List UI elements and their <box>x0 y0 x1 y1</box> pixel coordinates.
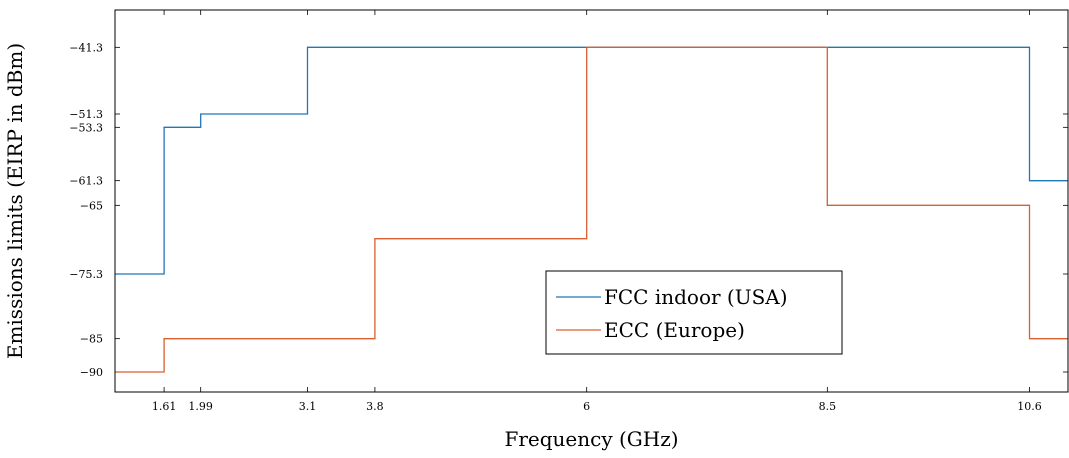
legend-box <box>545 270 843 355</box>
x-tick-label: 10.6 <box>1017 400 1042 413</box>
y-tick-label: −51.3 <box>69 108 103 121</box>
y-tick-label: −90 <box>80 366 103 379</box>
x-tick-label: 8.5 <box>819 400 837 413</box>
series-lines <box>115 46 1068 373</box>
y-tick-label: −53.3 <box>69 121 103 134</box>
x-tick-label: 3.1 <box>299 400 317 413</box>
y-axis-label: Emissions limits (EIRP in dBm) <box>3 43 27 359</box>
y-tick-label: −75.3 <box>69 268 103 281</box>
series-line-fcc <box>115 46 1068 275</box>
x-tick-label: 1.61 <box>152 400 177 413</box>
x-tick-label: 1.99 <box>188 400 213 413</box>
x-ticks: 1.61 1.99 3.1 3.8 6 8.5 10.6 <box>152 10 1042 413</box>
y-tick-label: −41.3 <box>69 41 103 54</box>
y-tick-label: −61.3 <box>69 175 103 188</box>
legend-label-ecc: ECC (Europe) <box>604 318 745 342</box>
y-tick-label: −85 <box>80 333 103 346</box>
x-tick-label: 6 <box>583 400 590 413</box>
plot-frame <box>114 9 1069 393</box>
x-tick-label: 3.8 <box>366 400 384 413</box>
y-ticks: −41.3 −51.3−53.3 −61.3 −65 −75.3 −85 −90 <box>69 41 1068 379</box>
y-tick-label: −65 <box>80 199 103 212</box>
legend: FCC indoor (USA) ECC (Europe) <box>545 270 843 355</box>
legend-label-fcc: FCC indoor (USA) <box>604 285 788 309</box>
series-line-ecc <box>115 46 1068 373</box>
x-axis-label: Frequency (GHz) <box>504 427 678 451</box>
